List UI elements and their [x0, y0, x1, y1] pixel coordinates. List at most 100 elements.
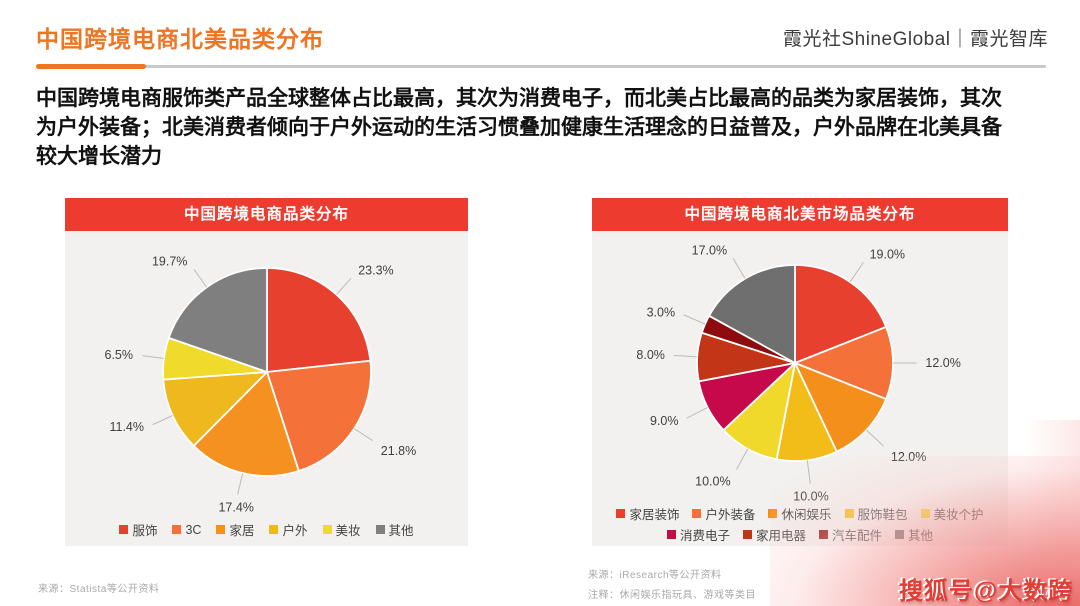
- pie-value-label-美妆个护: 10.0%: [695, 475, 730, 489]
- pie-slice-户外: [162, 371, 268, 447]
- label-leader-line: [849, 262, 864, 283]
- legend-label: 户外装备: [705, 508, 756, 522]
- pie-value-label-服饰: 23.3%: [358, 264, 393, 278]
- pie-value-label-家用电器: 8.0%: [636, 348, 665, 362]
- label-leader-line: [806, 460, 811, 484]
- pie-value-label-其他: 17.0%: [692, 243, 727, 257]
- summary-line: 中国跨境电商服饰类产品全球整体占比最高，其次为消费电子，而北美占比最高的品类为家…: [36, 87, 1002, 110]
- title-underline-rule: [142, 65, 1046, 68]
- legend-swatch-icon: [742, 530, 752, 539]
- summary-line: 为户外装备；北美消费者倾向于户外运动的生活习惯叠加健康生活理念的日益普及，户外品…: [36, 116, 1002, 139]
- label-leader-line: [683, 314, 706, 325]
- watermark-glow-streak: [1025, 420, 1080, 560]
- legend-item-消费电子: 消费电子: [666, 525, 730, 544]
- title-underline-accent: [36, 64, 146, 69]
- legend-label: 3C: [185, 522, 202, 537]
- legend-label: 户外: [282, 524, 308, 538]
- legend-global: 服饰 3C 家居 户外 美妆 其他: [65, 520, 468, 539]
- legend-north-america: 家居装饰 户外装备 休闲娱乐 服饰鞋包 美妆个护 消费电子 家用电器 汽车配件 其他: [592, 503, 1008, 545]
- legend-label: 汽车配件: [832, 529, 883, 543]
- pie-slice-3C: [266, 359, 372, 472]
- legend-swatch-icon: [119, 525, 129, 534]
- pie-value-label-家居: 17.4%: [218, 500, 253, 514]
- legend-item-户外: 户外: [269, 520, 308, 539]
- legend-label: 美妆: [335, 524, 361, 538]
- legend-swatch-icon: [819, 530, 828, 539]
- brand-logo: 霞光社ShineGlobal｜霞光智库: [782, 29, 1048, 50]
- chart-title-global: 中国跨境电商品类分布: [65, 198, 468, 231]
- chart-title-north-america: 中国跨境电商北美市场品类分布: [592, 198, 1008, 231]
- legend-swatch-icon: [692, 509, 702, 518]
- pie-value-label-美妆: 6.5%: [105, 348, 134, 362]
- legend-label: 美妆个护: [933, 508, 984, 522]
- legend-label: 消费电子: [679, 529, 730, 543]
- legend-swatch-icon: [616, 509, 626, 518]
- pie-value-label-3C: 21.8%: [381, 444, 416, 458]
- page-number: 17: [1038, 586, 1051, 598]
- legend-row: 家居装饰 户外装备 休闲娱乐 服饰鞋包 美妆个护: [592, 503, 1008, 524]
- legend-label: 服饰鞋包: [857, 508, 908, 522]
- legend-swatch-icon: [322, 525, 332, 534]
- pie-slice-服饰: [266, 267, 372, 373]
- legend-item-服饰: 服饰: [119, 520, 157, 539]
- page-title: 中国跨境电商北美品类分布: [36, 26, 324, 52]
- legend-item-家居装饰: 家居装饰: [616, 504, 679, 523]
- label-leader-line: [686, 407, 708, 419]
- legend-item-其他: 其他: [895, 525, 933, 544]
- legend-item-服饰鞋包: 服饰鞋包: [844, 504, 908, 523]
- legend-swatch-icon: [375, 525, 385, 534]
- pie-value-label-消费电子: 9.0%: [650, 414, 679, 428]
- legend-item-美妆个护: 美妆个护: [920, 504, 984, 523]
- legend-swatch-icon: [172, 525, 182, 534]
- label-leader-line: [142, 355, 164, 359]
- label-leader-line: [336, 277, 352, 295]
- pie-slice-户外装备: [794, 326, 894, 400]
- pie-slice-休闲娱乐: [794, 362, 888, 453]
- legend-label: 其他: [388, 524, 414, 538]
- summary-text: 中国跨境电商服饰类产品全球整体占比最高，其次为消费电子，而北美占比最高的品类为家…: [36, 84, 1050, 171]
- label-leader-line: [736, 448, 749, 470]
- pie-slice-家居装饰: [794, 264, 888, 364]
- pie-slice-其他: [708, 264, 796, 364]
- legend-swatch-icon: [768, 509, 778, 518]
- legend-swatch-icon: [920, 509, 930, 518]
- legend-item-3C: 3C: [172, 523, 201, 537]
- source-left: 来源：Statista等公开资料: [38, 584, 160, 595]
- legend-swatch-icon: [269, 525, 279, 534]
- label-leader-line: [732, 258, 746, 279]
- pie-value-label-其他: 19.7%: [152, 254, 187, 268]
- pie-chart-global: 23.3% 21.8% 17.4% 11.4% 6.5% 19.7%: [105, 254, 417, 514]
- label-leader-line: [237, 473, 244, 495]
- label-leader-line: [673, 354, 698, 358]
- note-right: 注释：休闲娱乐指玩具、游戏等类目: [588, 590, 756, 601]
- pie-value-label-家居装饰: 19.0%: [870, 248, 905, 262]
- label-leader-line: [193, 269, 208, 288]
- legend-swatch-icon: [895, 530, 905, 539]
- legend-item-其他: 其他: [375, 520, 414, 539]
- legend-item-美妆: 美妆: [322, 520, 361, 539]
- legend-label: 其他: [908, 529, 934, 543]
- legend-item-家居: 家居: [216, 520, 254, 539]
- legend-item-休闲娱乐: 休闲娱乐: [768, 504, 832, 523]
- label-leader-line: [353, 428, 373, 441]
- chart-panel-north-america: 中国跨境电商北美市场品类分布 19.0% 12.0% 12.0% 10.0% 10.0%…: [592, 198, 1008, 546]
- pie-slice-其他: [167, 267, 268, 373]
- label-leader-line: [866, 429, 884, 447]
- label-leader-line: [152, 415, 173, 426]
- pie-chart-north-america: 19.0% 12.0% 12.0% 10.0% 10.0% 9.0% 8.0% 3.0% 17.…: [636, 243, 960, 503]
- legend-swatch-icon: [844, 509, 854, 518]
- summary-line: 较大增长潜力: [36, 145, 162, 168]
- legend-label: 家居: [229, 524, 255, 538]
- legend-row: 消费电子 家用电器 汽车配件 其他: [592, 524, 1008, 545]
- legend-label: 服饰: [132, 524, 158, 538]
- legend-label: 家居装饰: [629, 508, 680, 522]
- pie-value-label-休闲娱乐: 12.0%: [891, 450, 926, 464]
- chart-panel-global: 中国跨境电商品类分布 23.3% 21.8% 17.4% 11.4% 6.5% 19.7%…: [65, 198, 468, 546]
- legend-swatch-icon: [666, 530, 676, 539]
- legend-label: 休闲娱乐: [781, 508, 832, 522]
- pie-value-label-汽车配件: 3.0%: [647, 305, 676, 319]
- legend-item-户外装备: 户外装备: [692, 504, 755, 523]
- watermark-text: 搜狐号@大数跨境: [899, 578, 1074, 605]
- legend-swatch-icon: [216, 525, 226, 534]
